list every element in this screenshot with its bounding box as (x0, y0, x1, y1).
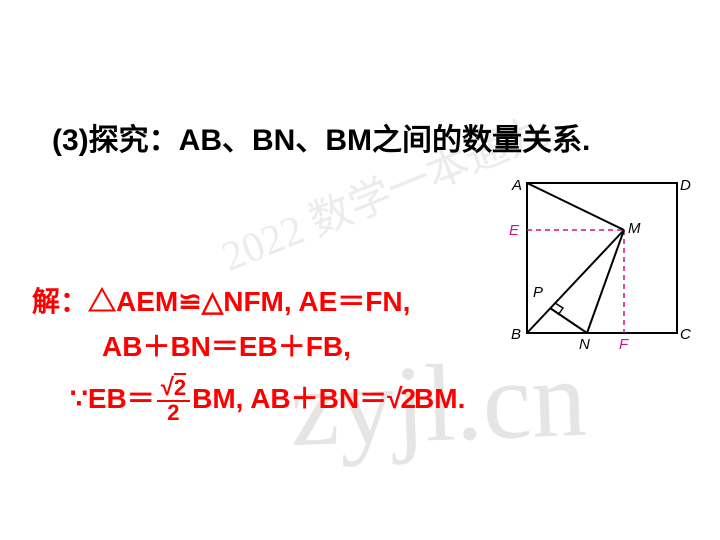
sqrt2-text: √2 (387, 377, 414, 422)
sqrt-value: 2 (174, 375, 186, 400)
fraction-sqrt2-over-2: √2 2 (157, 376, 190, 424)
label-b: B (511, 326, 521, 343)
label-e: E (509, 222, 520, 239)
solution-line3-b: BM, AB＋BN＝ (192, 377, 387, 422)
solution-line1-text: △AEM≌△NFM, AE＝FN, (88, 286, 410, 317)
geometry-diagram: A D B C E M P N F (497, 175, 692, 360)
label-d: D (680, 177, 691, 194)
solution-line3: ∵EB＝ √2 2 BM, AB＋BN＝ √2 BM. (70, 376, 465, 424)
label-a: A (511, 177, 522, 194)
solution-line2: AB＋BN＝EB＋FB, (102, 325, 465, 370)
solution-line3-c: BM. (414, 377, 465, 422)
label-m: M (628, 220, 641, 237)
fraction-numerator: √2 (157, 376, 190, 402)
line-am (527, 183, 624, 230)
problem-title: (3)探究：AB、BN、BM之间的数量关系. (52, 115, 590, 159)
solution-line1: 解：△AEM≌△NFM, AE＝FN, (32, 280, 465, 325)
line-bm (527, 230, 624, 333)
label-f: F (619, 336, 629, 353)
diagram-svg: A D B C E M P N F (497, 175, 692, 355)
solution-block: 解：△AEM≌△NFM, AE＝FN, AB＋BN＝EB＋FB, ∵EB＝ √2… (32, 280, 465, 424)
label-p: P (533, 284, 543, 301)
line-pn (550, 308, 587, 333)
label-n: N (579, 336, 590, 353)
solution-line3-a: ∵EB＝ (70, 377, 155, 422)
solution-prefix: 解： (32, 286, 88, 317)
label-c: C (680, 326, 691, 343)
line-nm (587, 230, 624, 333)
sqrt-symbol: √ (161, 374, 174, 401)
fraction-denominator: 2 (163, 402, 183, 424)
